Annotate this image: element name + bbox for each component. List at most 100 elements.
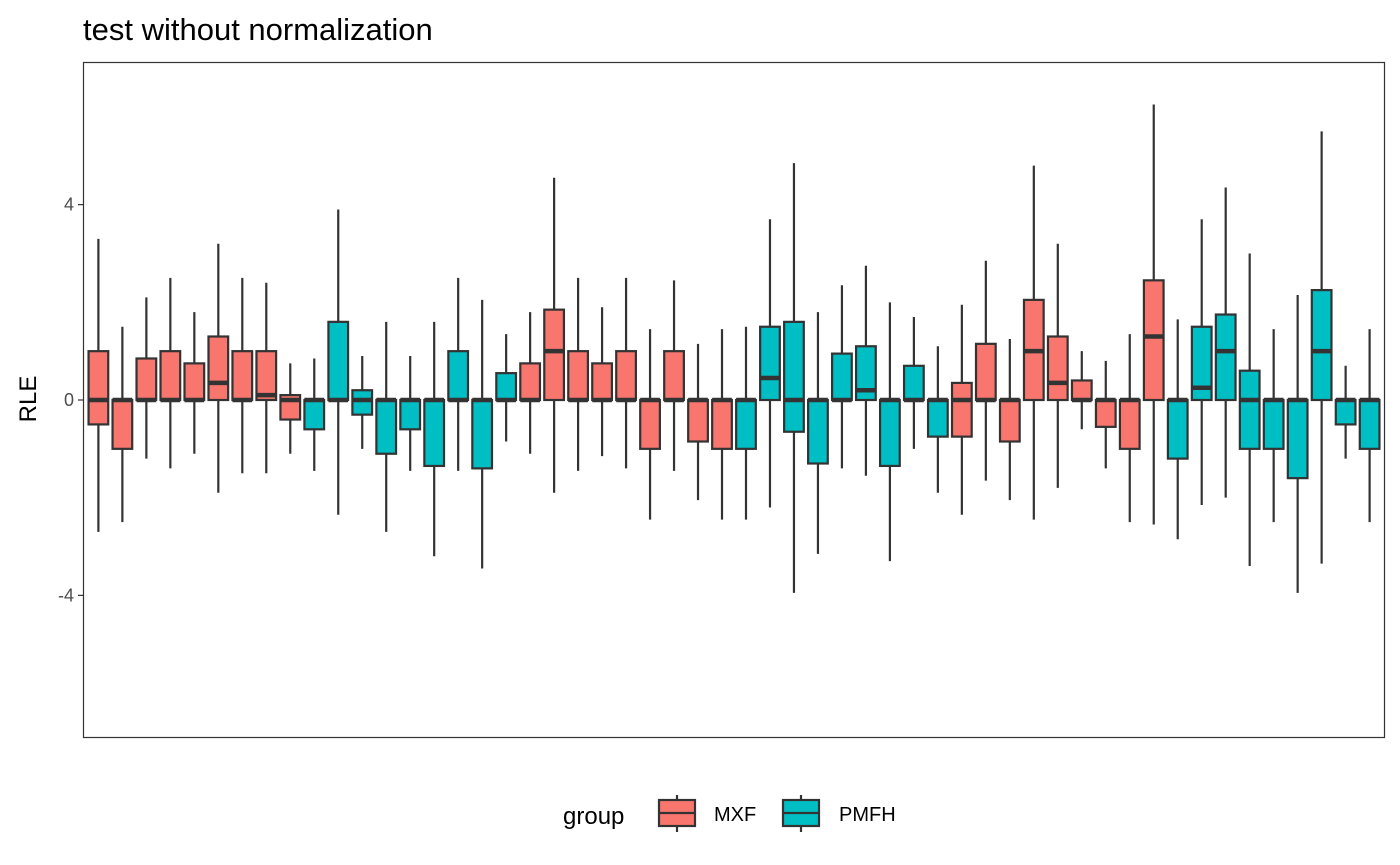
box-4-mxf <box>159 277 182 469</box>
box-body <box>135 357 158 402</box>
box-30-pmfh <box>783 163 805 593</box>
box-body <box>687 398 709 443</box>
legend-label: MXF <box>714 804 756 826</box>
box-14-pmfh <box>399 356 422 471</box>
box-50-pmfh <box>1262 329 1285 523</box>
box-body <box>399 398 422 431</box>
box-42-mxf <box>1070 351 1093 430</box>
box-body <box>471 398 494 470</box>
box-1-mxf <box>87 238 110 532</box>
box-body <box>902 364 925 402</box>
box-24-mxf <box>639 329 661 520</box>
box-38-mxf <box>974 260 997 481</box>
box-51-pmfh <box>1286 294 1309 593</box>
box-body <box>1142 279 1165 402</box>
box-22-mxf <box>591 307 614 457</box>
box-13-pmfh <box>375 321 398 532</box>
box-53-pmfh <box>1334 365 1357 459</box>
box-5-mxf <box>183 312 206 454</box>
box-31-pmfh <box>807 312 829 554</box>
legend-entry-pmfh: PMFH <box>781 795 896 832</box>
y-axis-ticks: -4 0 4 <box>58 195 84 605</box>
box-body <box>926 398 949 438</box>
box-41-mxf <box>1046 243 1069 488</box>
box-body <box>1166 398 1189 460</box>
box-body <box>495 372 518 402</box>
box-body <box>591 362 614 402</box>
box-21-mxf <box>567 277 590 471</box>
box-body <box>87 350 110 426</box>
box-26-mxf <box>687 343 709 501</box>
box-body <box>207 335 230 402</box>
box-2-mxf <box>111 326 134 523</box>
y-tick-label: -4 <box>58 585 74 605</box>
box-8-mxf <box>255 282 278 474</box>
box-body <box>183 362 206 402</box>
boxes-layer <box>87 104 1381 593</box>
box-40-mxf <box>1022 165 1045 520</box>
box-body <box>543 308 566 402</box>
box-17-pmfh <box>471 299 494 569</box>
box-body <box>1214 313 1237 402</box>
box-body <box>615 350 638 402</box>
box-28-pmfh <box>735 326 757 520</box>
box-27-mxf <box>711 329 733 520</box>
box-29-pmfh <box>759 219 781 508</box>
box-52-pmfh <box>1310 131 1333 564</box>
chart-title: test without normalization <box>83 12 433 47</box>
box-11-pmfh <box>327 209 350 515</box>
box-12-pmfh <box>351 356 374 449</box>
box-body <box>159 350 182 402</box>
box-body <box>1070 379 1093 402</box>
box-body <box>1262 398 1285 450</box>
box-48-pmfh <box>1214 187 1237 498</box>
box-body <box>711 398 733 450</box>
box-20-mxf <box>543 177 566 493</box>
box-35-pmfh <box>902 316 925 449</box>
box-49-pmfh <box>1238 253 1261 567</box>
box-16-pmfh <box>447 277 470 471</box>
box-46-pmfh <box>1166 319 1189 540</box>
box-19-mxf <box>519 312 542 454</box>
box-body <box>423 398 446 468</box>
box-body <box>1334 398 1357 426</box>
box-3-mxf <box>135 297 158 459</box>
box-body <box>950 381 973 438</box>
box-body <box>1190 325 1213 402</box>
box-body <box>639 398 661 450</box>
box-47-pmfh <box>1190 219 1213 506</box>
box-body <box>519 362 542 402</box>
box-18-pmfh <box>495 334 518 442</box>
legend-title: group <box>563 803 624 830</box>
box-body <box>447 350 470 402</box>
box-body <box>735 398 757 450</box>
panel-border <box>82 61 1386 739</box>
box-body <box>351 389 374 416</box>
box-body <box>759 325 781 402</box>
box-33-pmfh <box>854 265 877 476</box>
box-44-mxf <box>1118 334 1141 523</box>
box-body <box>854 345 877 402</box>
box-body <box>567 350 590 402</box>
box-body <box>303 398 326 431</box>
box-32-pmfh <box>830 285 853 469</box>
box-body <box>830 352 853 402</box>
box-body <box>1118 398 1141 450</box>
box-37-mxf <box>950 304 973 515</box>
box-7-mxf <box>231 277 254 474</box>
box-body <box>998 398 1021 443</box>
box-body <box>807 398 829 465</box>
box-body <box>231 350 254 402</box>
box-45-mxf <box>1142 104 1165 525</box>
box-15-pmfh <box>423 321 446 557</box>
box-body <box>1358 398 1381 450</box>
box-body <box>663 350 685 402</box>
box-39-mxf <box>998 338 1021 501</box>
legend-entry-mxf: MXF <box>657 795 756 832</box>
box-body <box>375 398 398 455</box>
legend: group MXF PMFH <box>563 795 896 832</box>
y-tick-label: 4 <box>64 195 74 215</box>
box-body <box>1046 335 1069 402</box>
legend-label: PMFH <box>839 804 896 826</box>
